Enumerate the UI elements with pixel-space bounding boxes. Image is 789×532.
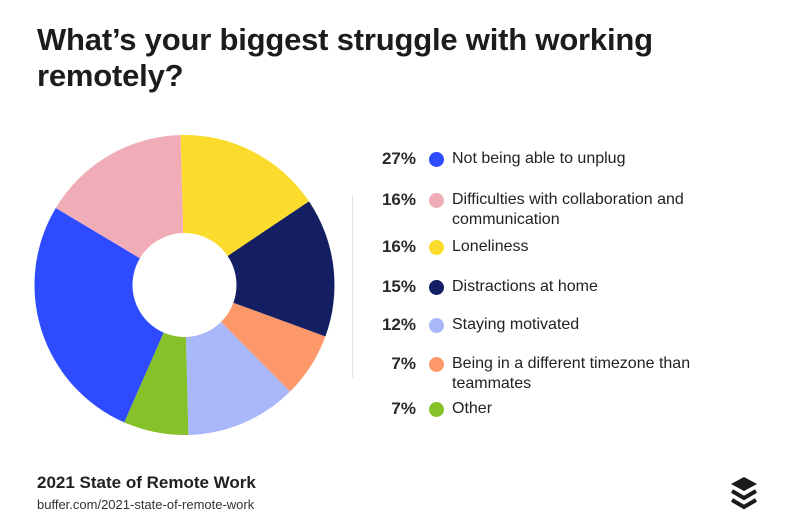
buffer-logo-icon bbox=[730, 477, 758, 510]
legend-swatch bbox=[429, 152, 444, 167]
legend-label: Loneliness bbox=[452, 238, 529, 255]
legend-percent: 27% bbox=[381, 149, 416, 168]
legend-percent: 7% bbox=[391, 399, 416, 418]
legend-label: Difficulties with collaboration and comm… bbox=[452, 191, 684, 228]
legend-swatch bbox=[429, 193, 444, 208]
legend-item: 27% Not being able to unplug bbox=[360, 149, 742, 169]
pie-slice bbox=[34, 207, 185, 423]
pie-slice bbox=[184, 201, 335, 337]
legend-item: 16% Loneliness bbox=[360, 237, 742, 257]
legend-item: 16% Difficulties with collaboration and c… bbox=[360, 190, 692, 230]
donut-hole bbox=[132, 233, 237, 337]
legend-percent: 15% bbox=[381, 277, 416, 296]
legend-label: Distractions at home bbox=[452, 278, 598, 295]
legend-percent: 7% bbox=[391, 354, 416, 373]
legend-swatch bbox=[429, 318, 444, 333]
legend-label: Being in a different timezone than teamm… bbox=[452, 355, 691, 392]
footer-title: 2021 State of Remote Work bbox=[37, 473, 256, 492]
legend-label: Other bbox=[452, 400, 493, 417]
legend-swatch bbox=[429, 402, 444, 417]
legend-item: 12% Staying motivated bbox=[360, 315, 742, 335]
divider bbox=[352, 195, 353, 378]
chart-title: What’s your biggest struggle with workin… bbox=[37, 22, 653, 93]
legend-item: 7% Other bbox=[360, 399, 742, 419]
legend-percent: 16% bbox=[381, 190, 416, 209]
footer-url: buffer.com/2021-state-of-remote-work bbox=[37, 497, 255, 512]
legend-swatch bbox=[429, 280, 444, 295]
legend-item: 15% Distractions at home bbox=[360, 277, 742, 297]
legend-label: Not being able to unplug bbox=[452, 150, 626, 167]
legend-percent: 16% bbox=[381, 237, 416, 256]
legend-percent: 12% bbox=[381, 315, 416, 334]
legend-swatch bbox=[429, 240, 444, 255]
legend-swatch bbox=[429, 357, 444, 372]
legend-label: Staying motivated bbox=[452, 316, 580, 333]
legend-item: 7% Being in a different timezone than tea… bbox=[360, 354, 722, 394]
